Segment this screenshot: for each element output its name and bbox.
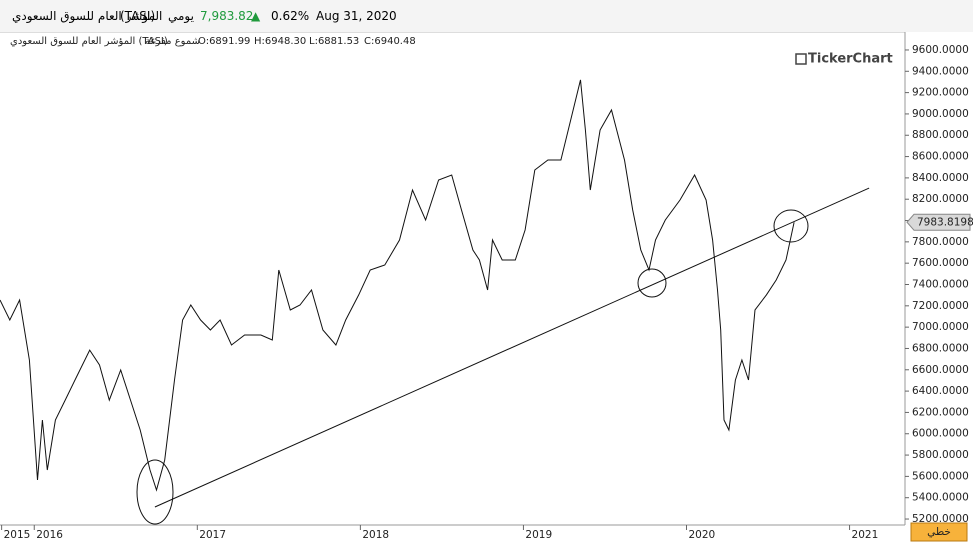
legend-style: شموع مفرغة <box>145 36 200 47</box>
y-tick-label: 7800.0000 <box>912 236 969 248</box>
y-tick-label: 6200.0000 <box>912 406 969 418</box>
x-tick-label: 2020 <box>688 529 715 541</box>
y-tick-label: 6600.0000 <box>912 364 969 376</box>
x-tick-label: 2021 <box>852 529 879 541</box>
legend-close: C:6940.48 <box>364 36 416 47</box>
plot-area <box>0 79 870 508</box>
y-tick-label: 8800.0000 <box>912 129 969 141</box>
header-bar: المؤشر العام للسوق السعودي (TASI) يومي 7… <box>0 0 973 33</box>
y-tick-label: 7600.0000 <box>912 257 969 269</box>
x-tick-label: 2018 <box>362 529 389 541</box>
y-tick-label: 6000.0000 <box>912 428 969 440</box>
price-line <box>0 79 795 492</box>
instrument-name: المؤشر العام للسوق السعودي <box>12 9 163 23</box>
symbol: (TASI) <box>120 9 156 23</box>
x-tick-label: 2015 <box>4 529 31 541</box>
x-tick-label: 2019 <box>525 529 552 541</box>
legend-name: المؤشر العام للسوق السعودي (TASI) <box>10 36 168 47</box>
y-tick-label: 5200.0000 <box>912 513 969 525</box>
price-axis <box>905 32 973 544</box>
chart-style-button[interactable] <box>910 522 968 542</box>
legend-open: O:6891.99 <box>198 36 250 47</box>
change-percent: 0.62% <box>271 9 310 23</box>
y-tick-label: 9400.0000 <box>912 65 969 77</box>
highlight-circle <box>773 209 809 243</box>
highlight-circle <box>637 268 667 298</box>
period[interactable]: يومي <box>168 9 194 23</box>
y-tick-label: 9600.0000 <box>912 44 969 56</box>
legend-high: H:6948.30 <box>254 36 306 47</box>
y-tick-label: 9200.0000 <box>912 87 969 99</box>
last-price-tag <box>906 213 971 231</box>
y-tick-label: 8600.0000 <box>912 151 969 163</box>
x-tick-label: 2016 <box>36 529 63 541</box>
chart: المؤشر العام للسوق السعودي (TASI) شموع م… <box>0 32 973 544</box>
y-tick-label: 8400.0000 <box>912 172 969 184</box>
legend-low: L:6881.53 <box>309 36 359 47</box>
y-tick-label: 6800.0000 <box>912 342 969 354</box>
y-tick-label: 8200.0000 <box>912 193 969 205</box>
x-tick-label: 2017 <box>199 529 226 541</box>
logo-icon <box>795 53 807 65</box>
chart-style-label[interactable]: خطي <box>927 526 951 538</box>
y-tick-label: 5600.0000 <box>912 470 969 482</box>
y-tick-label: 5800.0000 <box>912 449 969 461</box>
y-tick-label: 7000.0000 <box>912 321 969 333</box>
y-tick-label: 6400.0000 <box>912 385 969 397</box>
logo: TickerChart <box>808 52 893 67</box>
y-tick-label: 7400.0000 <box>912 278 969 290</box>
y-tick-label: 9000.0000 <box>912 108 969 120</box>
y-tick-label: 5400.0000 <box>912 492 969 504</box>
trendline <box>154 187 870 508</box>
change-arrow: ▲ <box>251 9 261 23</box>
last-price: 7,983.82 <box>200 9 254 23</box>
last-price-label: 7983.8198 <box>917 216 973 228</box>
date: Aug 31, 2020 <box>316 9 397 23</box>
y-tick-label: 7200.0000 <box>912 300 969 312</box>
highlight-circle <box>136 459 174 525</box>
